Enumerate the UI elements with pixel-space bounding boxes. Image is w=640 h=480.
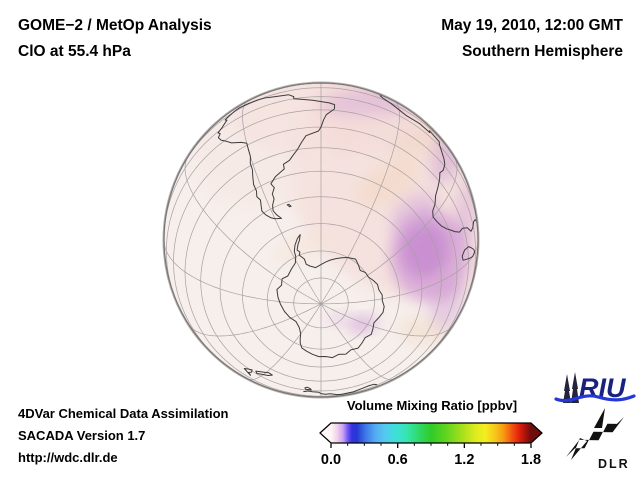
footer-version-label: SACADA Version 1.7	[18, 428, 146, 443]
coastline-falklands	[286, 203, 292, 208]
footer: 4DVar Chemical Data Assimilation SACADA …	[18, 403, 229, 469]
colorbar-tick-label: 1.8	[521, 452, 541, 468]
colorbar-tick-label: 0.0	[321, 452, 341, 468]
rhine-wave-icon	[554, 394, 636, 403]
coastline-new_zealand_south	[255, 370, 273, 376]
colorbar-title: Volume Mixing Ratio [ppbv]	[346, 398, 518, 413]
graticule	[164, 83, 478, 397]
footer-url: http://wdc.dlr.de	[18, 450, 118, 465]
header-right: May 19, 2010, 12:00 GMT Southern Hemisph…	[441, 13, 623, 65]
coastlines	[217, 93, 478, 396]
coastline-south_america	[217, 94, 336, 220]
header-left: GOME−2 / MetOp Analysis ClO at 55.4 hPa	[18, 13, 212, 65]
coastline-tasmania	[304, 386, 312, 391]
colorbar: 0.0 0.6 1.2 1.8	[319, 422, 543, 468]
riu-logo: RIU	[554, 372, 636, 403]
dlr-wordmark: DLR	[598, 457, 630, 471]
coastline-antarctica	[276, 234, 385, 359]
coastline-africa	[377, 93, 478, 233]
coastline-australia	[303, 383, 378, 396]
hemisphere-label: Southern Hemisphere	[461, 43, 623, 60]
coastline-new_zealand_north	[243, 368, 253, 376]
colorbar-gradient	[319, 422, 543, 444]
page-subtitle: ClO at 55.4 hPa	[18, 43, 131, 60]
cathedral-icon	[563, 372, 579, 403]
page-title: GOME−2 / MetOp Analysis	[18, 17, 212, 34]
dlr-logo: DLR	[566, 408, 630, 471]
dlr-star-icon	[566, 408, 624, 460]
colorbar-tick-label: 0.6	[388, 452, 408, 468]
footer-assimilation-label: 4DVar Chemical Data Assimilation	[18, 406, 229, 421]
timestamp: May 19, 2010, 12:00 GMT	[441, 17, 623, 34]
globe-rim	[163, 82, 479, 398]
colorbar-tick-label: 1.2	[454, 452, 474, 468]
coastline-madagascar	[461, 246, 476, 261]
